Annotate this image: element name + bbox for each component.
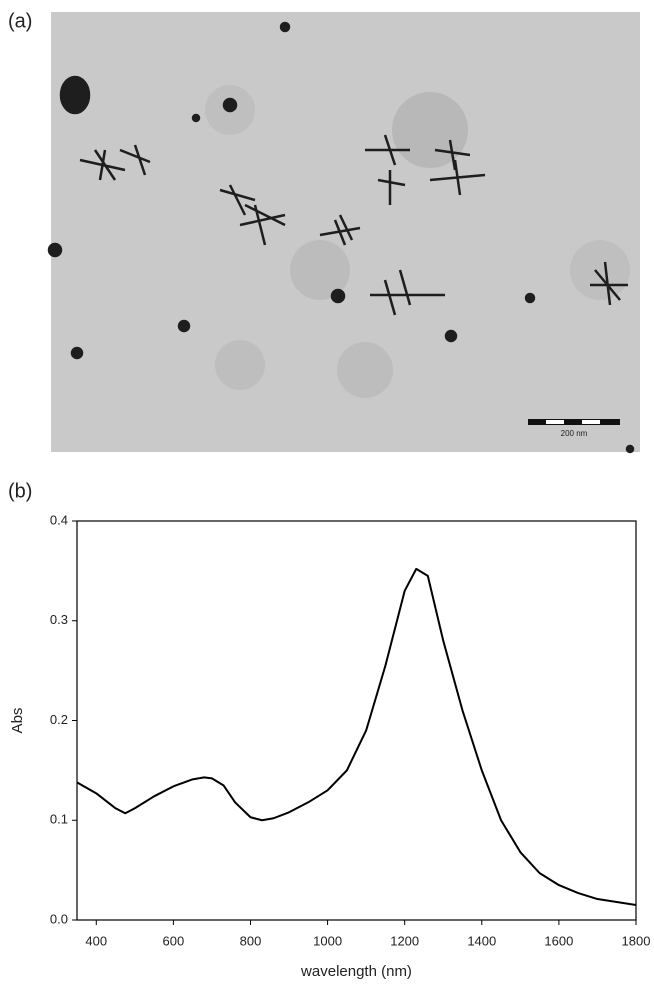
- x-tick-label: 600: [163, 933, 185, 948]
- x-axis-label: wavelength (nm): [300, 963, 412, 980]
- y-tick-label: 0.1: [50, 812, 68, 827]
- x-tick-label: 1400: [467, 933, 496, 948]
- x-tick-label: 1800: [622, 933, 651, 948]
- y-tick-label: 0.0: [50, 911, 68, 926]
- x-tick-label: 400: [85, 933, 107, 948]
- tem-image: 200 nm: [47, 12, 640, 454]
- x-tick-label: 1600: [544, 933, 573, 948]
- plot-frame: [76, 520, 637, 921]
- panel-label: (a): [8, 10, 32, 32]
- x-tick-label: 1200: [390, 933, 419, 948]
- y-axis-label: Abs: [9, 708, 26, 734]
- panel-label: (b): [8, 480, 32, 502]
- plot: 0.0 0.1 0.2 0.3 0.4 400 600 800 1000 1200 1400 1600…: [9, 512, 650, 980]
- x-tick-label: 1000: [313, 933, 342, 948]
- spectrum-line: [76, 567, 637, 907]
- y-tick-label: 0.4: [50, 512, 68, 527]
- y-tick-label: 0.2: [50, 712, 68, 727]
- y-tick-label: 0.3: [50, 612, 68, 627]
- scale-bar-label: 200 nm: [561, 429, 588, 438]
- x-tick-label: 800: [240, 933, 262, 948]
